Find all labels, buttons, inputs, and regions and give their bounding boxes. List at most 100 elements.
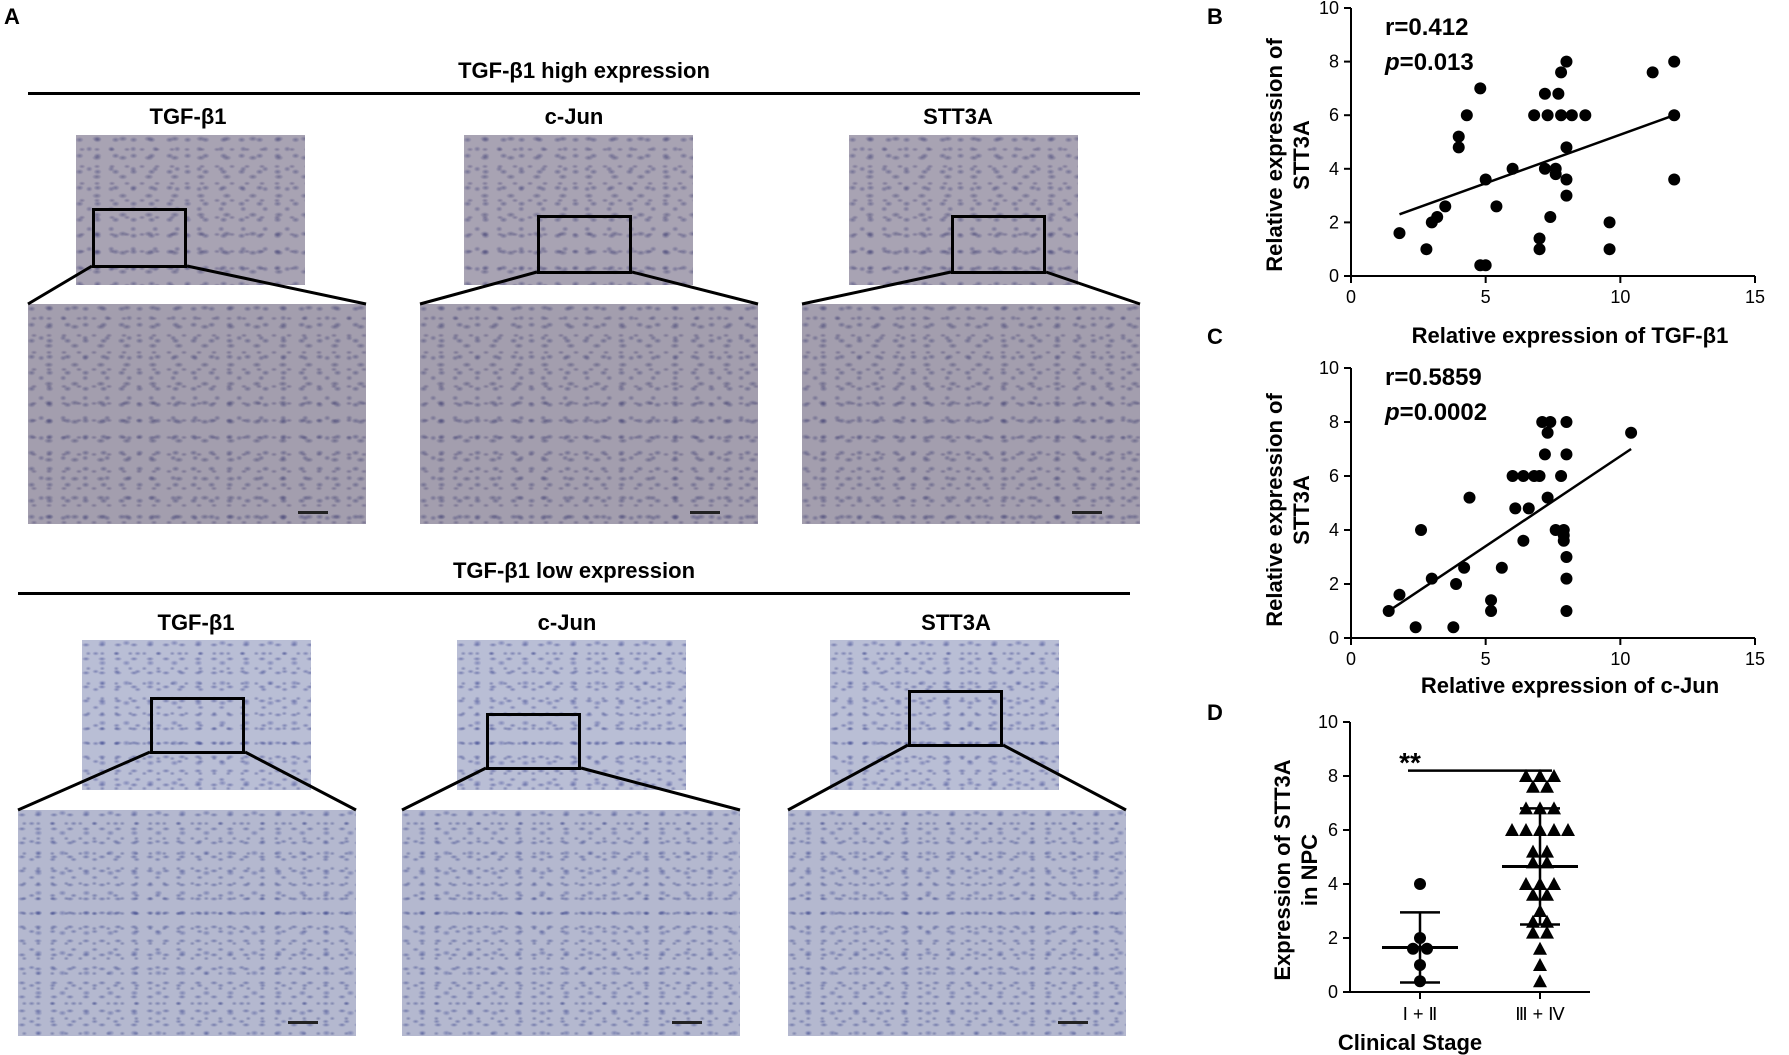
chart-c-data-point [1555, 470, 1568, 482]
micrograph-zoom-tgfb1-low [18, 810, 356, 1036]
chart-b-data-point [1668, 109, 1681, 122]
chart-d-data-point [1519, 769, 1533, 782]
chart-b-annotation-p: p=0.013 [1384, 49, 1474, 76]
connector-line [401, 766, 487, 812]
chart-c-x-tick-label: 10 [1610, 649, 1630, 669]
stain-label-tgfb1-low: TGF-β1 [157, 610, 235, 635]
chart-d-data-point [1519, 877, 1533, 890]
chart-b-x-tick-label: 10 [1610, 287, 1630, 307]
chart-d-data-point [1533, 974, 1547, 988]
chart-d-data-point [1533, 769, 1547, 782]
micrograph-zoom-tgfb1-high [28, 304, 366, 524]
chart-d-data-point [1414, 878, 1426, 890]
chart-d-data-point [1526, 844, 1540, 858]
chart-b-data-point [1479, 259, 1492, 272]
chart-b-data-point [1560, 189, 1573, 202]
chart-d-data-point [1526, 779, 1540, 793]
chart-b-data-point [1452, 141, 1465, 154]
chart-b-data-point [1646, 66, 1659, 79]
chart-d-y-tick-label: 6 [1328, 820, 1338, 840]
chart-c-xlabel: Relative expression of c-Jun [1421, 673, 1719, 698]
connector-line [244, 750, 357, 812]
low-expression-title: TGF-β1 low expression [452, 558, 696, 583]
chart-d-data-point [1540, 779, 1554, 793]
stain-label-cjun-high: c-Jun [544, 104, 604, 129]
zoom-connector-lines [17, 264, 1141, 812]
chart-d-data-point [1505, 823, 1519, 836]
chart-c-data-point [1522, 502, 1535, 515]
chart-c-y-tick-label: 10 [1319, 358, 1339, 378]
chart-c-data-point [1485, 594, 1498, 607]
chart-b-data-point [1528, 109, 1541, 122]
chart-d-y-tick-label: 2 [1328, 928, 1338, 948]
chart-b-data-point [1533, 232, 1546, 245]
chart-c-data-point [1560, 448, 1573, 461]
chart-b-annotation-r: r=0.412 [1385, 14, 1468, 41]
panel-label-c: C [1207, 324, 1223, 349]
chart-c-annotation-r: r=0.5859 [1385, 364, 1482, 391]
panel-label-d: D [1207, 700, 1223, 725]
chart-c-data-point [1506, 470, 1519, 482]
chart-b-data-point [1579, 109, 1592, 122]
chart-c-data-point [1517, 534, 1530, 547]
chart-c-fit-line [1388, 447, 1632, 613]
chart-c-ylabel-line2: STT3A [1289, 475, 1314, 545]
chart-b-xlabel: Relative expression of TGF-β1 [1412, 323, 1729, 348]
chart-b-data-point [1603, 216, 1616, 229]
chart-c-data-point [1560, 551, 1573, 563]
chart-b-data-point [1565, 109, 1578, 122]
chart-b-y-tick-label: 4 [1329, 159, 1339, 179]
chart-c-y-tick-label: 4 [1329, 520, 1339, 540]
chart-d-y-tick-label: 8 [1328, 766, 1338, 786]
chart-b-data-point [1555, 109, 1568, 122]
chart-d-data-point [1526, 887, 1540, 901]
chart-b-data-point [1541, 109, 1554, 122]
high-expression-title: TGF-β1 high expression [458, 58, 710, 83]
connector-line [186, 264, 367, 306]
chart-d-y-tick-label: 4 [1328, 874, 1338, 894]
chart-b-data-point [1490, 200, 1503, 213]
chart-d-ylabel-line1: Expression of STT3A [1270, 759, 1295, 980]
chart-c-y-tick-label: 2 [1329, 574, 1339, 594]
chart-b-data-point [1668, 173, 1681, 186]
chart-c-x-tick-label: 5 [1481, 649, 1491, 669]
zoom-box-stt3a-high [951, 215, 1046, 274]
connector-line [580, 766, 741, 812]
connector-line [17, 750, 151, 812]
chart-b-data-point [1420, 243, 1433, 256]
chart-b-data-point [1479, 173, 1492, 186]
chart-d-dotplot: Clinical Stage Expression of STT3Ain NPC… [1270, 712, 1590, 1055]
chart-d-y-tick-label: 0 [1328, 982, 1338, 1002]
chart-c-data-point [1458, 561, 1471, 574]
low-expression-rule [18, 592, 1130, 595]
chart-c-ylabel-line1: Relative expression of [1262, 393, 1287, 627]
connector-line [1045, 270, 1141, 306]
zoom-box-stt3a-low [908, 690, 1003, 747]
chart-d-data-point [1547, 769, 1561, 782]
chart-b-data-point [1560, 55, 1573, 68]
chart-d-xlabel: Clinical Stage [1338, 1030, 1482, 1055]
micrograph-zoom-stt3a-high [802, 304, 1140, 524]
chart-c-data-point [1538, 448, 1551, 461]
chart-c-annotation-p: p=0.0002 [1384, 399, 1487, 426]
chart-b-fit-line [1399, 114, 1675, 216]
chart-b-data-point [1460, 109, 1473, 122]
chart-d-ylabel-line2: in NPC [1297, 834, 1322, 906]
chart-d-ylabel: Expression of STT3Ain NPC [1270, 759, 1322, 980]
chart-b-y-tick-label: 6 [1329, 105, 1339, 125]
micrograph-zoom-cjun-high [420, 304, 758, 524]
chart-b-data-point [1439, 200, 1452, 213]
micrograph-thumb-cjun-high [464, 135, 693, 285]
chart-b-data-point [1544, 211, 1557, 224]
chart-b-ylabel-line2: STT3A [1289, 120, 1314, 190]
chart-c-data-point [1541, 491, 1554, 504]
chart-c-data-point [1560, 416, 1573, 428]
chart-b-data-point [1552, 87, 1565, 100]
chart-d-data-point [1526, 925, 1540, 939]
chart-b-data-point [1549, 168, 1562, 181]
chart-c-data-point [1415, 524, 1428, 536]
micrograph-thumb-stt3a-high [849, 135, 1078, 285]
chart-b-data-point [1538, 87, 1551, 100]
stain-label-stt3a-low: STT3A [921, 610, 991, 635]
chart-b-data-point [1560, 141, 1573, 154]
